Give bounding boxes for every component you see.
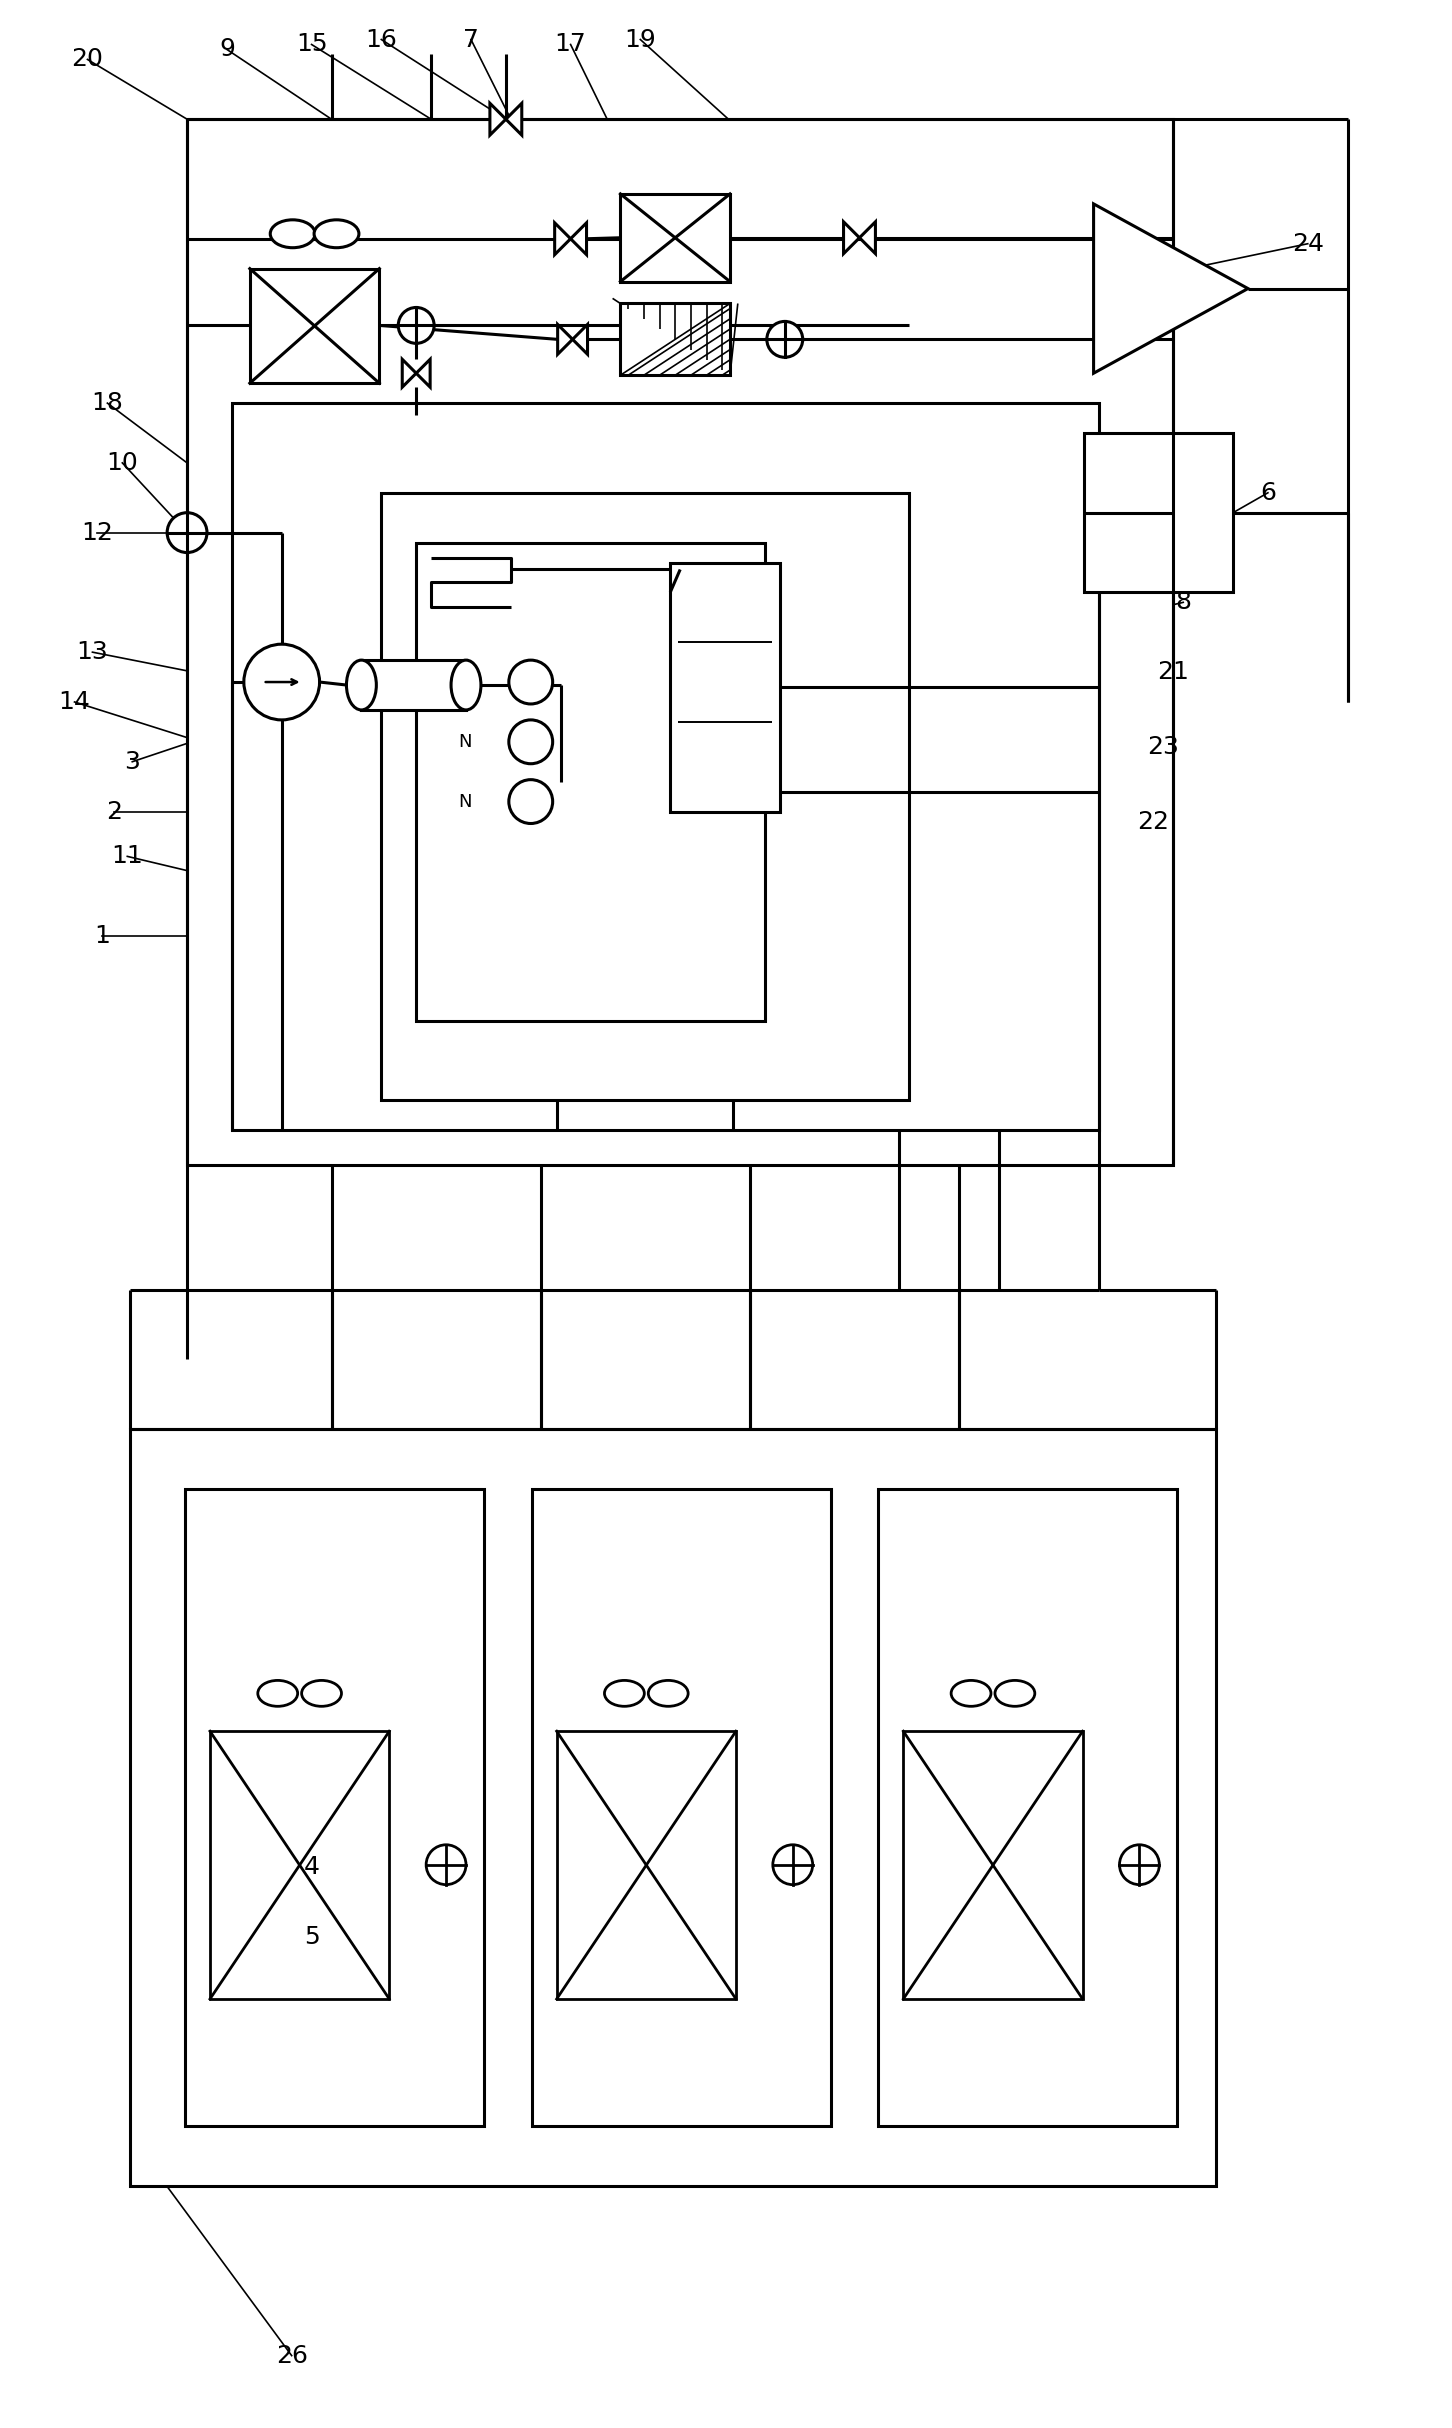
Bar [903,1731,1083,1998]
Bar [556,1731,736,1998]
Bar [362,660,466,709]
Polygon shape [555,223,571,255]
Circle shape [508,719,553,765]
Text: 18: 18 [91,391,123,415]
Ellipse shape [604,1680,645,1707]
Text: 7: 7 [463,27,479,51]
Polygon shape [571,223,587,255]
Ellipse shape [951,1680,990,1707]
Text: 19: 19 [624,27,656,51]
Circle shape [767,320,803,357]
Text: 9: 9 [219,36,235,61]
Bar [878,1488,1178,2127]
Bar [250,270,379,384]
Bar [620,304,730,376]
Text: 13: 13 [77,641,109,665]
Text: 4: 4 [303,1855,319,1879]
Text: N: N [459,733,472,750]
Text: 8: 8 [1175,590,1191,614]
Bar [232,403,1099,1131]
Circle shape [167,512,208,554]
Text: 14: 14 [58,690,90,714]
Text: 21: 21 [1157,660,1189,685]
Text: N: N [459,673,472,692]
Circle shape [398,308,434,342]
Polygon shape [489,104,505,136]
Polygon shape [558,325,572,354]
Text: 20: 20 [71,49,103,70]
Text: 26: 26 [276,2343,308,2367]
Circle shape [425,1845,466,1884]
Polygon shape [417,359,430,386]
Polygon shape [860,221,876,253]
Text: 10: 10 [106,452,138,476]
Circle shape [1119,1845,1159,1884]
Text: 22: 22 [1137,809,1169,833]
Text: 6: 6 [1260,481,1276,505]
Ellipse shape [452,660,481,709]
Bar [1083,432,1233,592]
Polygon shape [1093,204,1249,374]
Ellipse shape [648,1680,688,1707]
Bar [187,119,1173,1165]
Text: 2: 2 [106,799,122,823]
Text: 12: 12 [81,520,113,544]
Text: 17: 17 [555,32,587,56]
Ellipse shape [995,1680,1035,1707]
Bar [620,194,730,282]
Polygon shape [505,104,521,136]
Circle shape [772,1845,813,1884]
Ellipse shape [302,1680,341,1707]
Ellipse shape [314,221,359,248]
Text: 24: 24 [1292,231,1324,255]
Bar [382,493,909,1100]
Text: 11: 11 [112,845,144,869]
Ellipse shape [347,660,376,709]
Circle shape [508,660,553,704]
Bar [184,1488,484,2127]
Polygon shape [402,359,417,386]
Polygon shape [572,325,588,354]
Bar [531,1488,831,2127]
Text: 23: 23 [1147,736,1179,760]
Bar [417,541,765,1020]
Text: 15: 15 [296,32,327,56]
Bar [131,1430,1217,2185]
Circle shape [508,779,553,823]
Text: 5: 5 [303,1925,319,1950]
Bar [211,1731,389,1998]
Text: 16: 16 [366,27,398,51]
Text: 1: 1 [94,925,110,947]
Circle shape [244,643,319,719]
Bar [671,563,780,811]
Ellipse shape [258,1680,298,1707]
Text: 3: 3 [125,750,141,775]
Polygon shape [844,221,860,253]
Ellipse shape [270,221,315,248]
Text: N: N [459,792,472,811]
